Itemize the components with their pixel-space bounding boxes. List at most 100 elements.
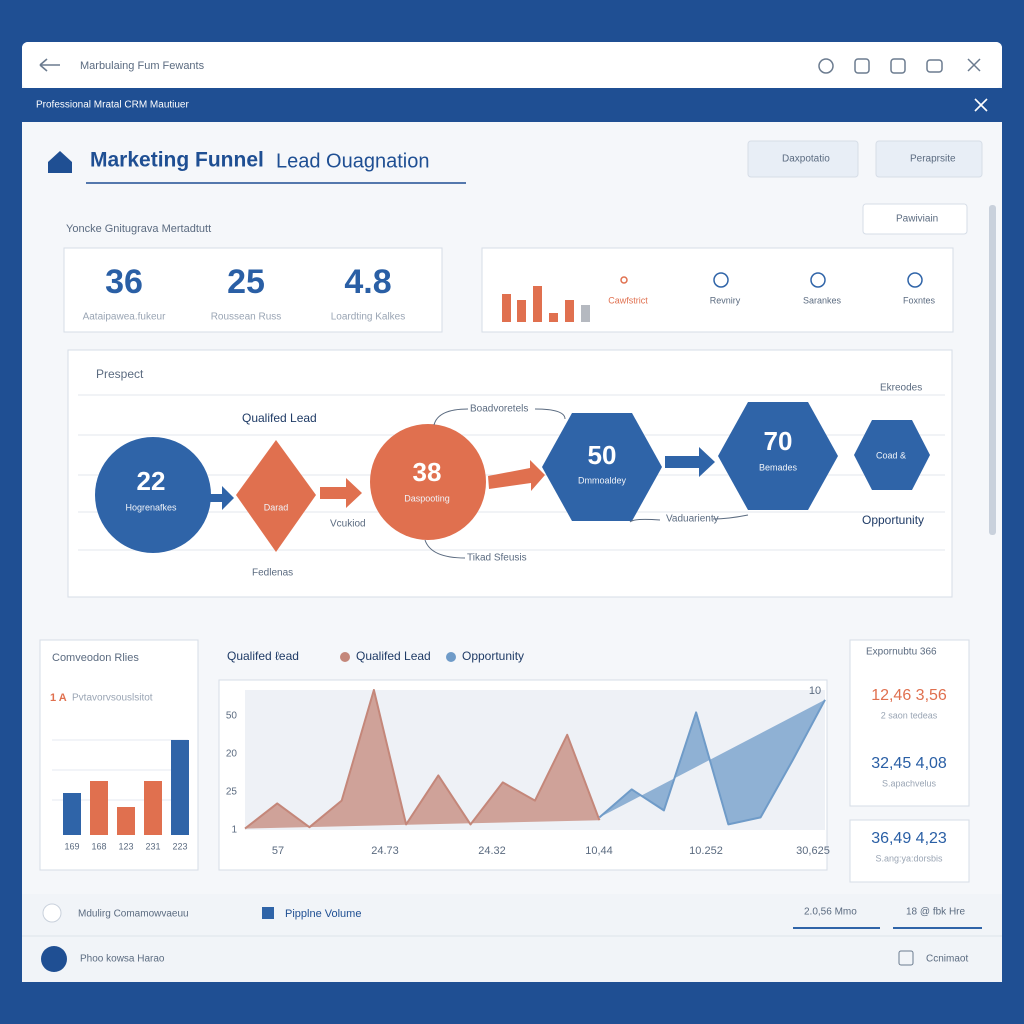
area (244, 689, 601, 830)
funnel-label: Qualifed Lead (242, 411, 317, 425)
window-controls (818, 58, 981, 74)
avatar[interactable] (41, 946, 67, 972)
dropdown-label[interactable]: Pawiviain (896, 214, 938, 225)
icon-strip (481, 247, 954, 333)
legend-label: Pipplne Volume (285, 908, 361, 920)
comment-icon[interactable] (898, 950, 914, 966)
connector (424, 408, 749, 559)
icon-labels: Cawfstrict Revniry Sarankes Foxntes (608, 272, 936, 305)
y-tick-label: 1 (231, 825, 237, 836)
kpi-card (63, 247, 443, 333)
node-label: Dmmoaldey (578, 475, 627, 485)
x-tick-label: 168 (91, 841, 106, 851)
funnel-node (542, 413, 662, 521)
funnel-label: Vcukiod (330, 519, 366, 530)
node-label: Darad (264, 502, 289, 512)
stat-label: S.ang:ya:dorsbis (875, 853, 943, 863)
icon-label: Foxntes (903, 295, 936, 305)
funnel-text: Prespect Qualifed Lead Boadvoretels Ekreode… (96, 367, 924, 578)
icon (620, 276, 628, 284)
node-label: Coad & (876, 450, 906, 460)
home-icon[interactable] (48, 151, 72, 173)
icon-bar (533, 286, 542, 322)
funnel-node (718, 402, 838, 510)
kpi-label: Loardting Kalkes (331, 312, 406, 323)
legend-label: Qualifed Lead (356, 649, 431, 663)
y-tick-label: 25 (226, 787, 238, 798)
node-label: Daspooting (404, 493, 450, 503)
arrow (210, 486, 234, 510)
pipeline-chart: 1 25 20 50 57 24.73 24.32 10,44 10.252 30,625 10 Qu… (226, 649, 830, 857)
dropdown[interactable] (862, 203, 968, 235)
funnel-node (854, 420, 930, 490)
icon-label: Cawfstrict (608, 295, 648, 305)
action-label[interactable]: Ccnimaot (926, 954, 968, 965)
legend-label: Opportunity (462, 649, 524, 663)
banner-close[interactable] (974, 98, 988, 112)
title-bar (22, 42, 1002, 88)
funnel-node (236, 440, 316, 552)
back-button[interactable] (39, 58, 60, 72)
node-value: 38 (413, 457, 442, 487)
footer-text: Mdulirg Comamowvaeuu (78, 909, 189, 920)
node-value: 50 (588, 440, 617, 470)
bar (90, 781, 108, 835)
icon-bar (502, 294, 511, 322)
scrollbar[interactable] (989, 205, 996, 535)
funnel-shapes (95, 402, 930, 559)
icon-bar (581, 305, 590, 322)
kpi-value: 36 (105, 263, 143, 301)
legend-swatch (446, 652, 456, 662)
funnel-label: Tikad Sfeusis (467, 553, 527, 564)
x-tick-label: 10.252 (689, 845, 723, 857)
control[interactable] (818, 58, 834, 74)
mini-bars (502, 286, 590, 322)
x-tick-label: 169 (64, 841, 79, 851)
banner (22, 88, 1002, 122)
chart-title: Comveodon Rlies (52, 652, 139, 664)
footer (22, 894, 1002, 982)
funnel-label: Ekreodes (880, 383, 922, 394)
y-tick-label: 50 (226, 711, 238, 722)
button-label[interactable]: Peraprsite (910, 154, 956, 165)
control[interactable] (890, 58, 906, 74)
button[interactable] (875, 140, 983, 178)
x-tick-label: 123 (118, 841, 133, 851)
stats-card (849, 639, 970, 807)
icon-bar (565, 300, 574, 322)
stats-card (849, 819, 970, 883)
bar (63, 793, 81, 835)
control[interactable] (854, 58, 870, 74)
funnel-node (370, 424, 486, 540)
node-value: 70 (764, 426, 793, 456)
close-button[interactable] (967, 58, 981, 72)
button[interactable] (747, 140, 859, 178)
icon (810, 272, 826, 288)
icon (907, 272, 923, 288)
icon (713, 272, 729, 288)
arrow (665, 447, 715, 477)
stat-label: 2 saon tedeas (881, 710, 938, 720)
area (598, 699, 826, 826)
page-title: Marketing Funnel (90, 149, 264, 172)
funnel-label: Prespect (96, 367, 144, 381)
funnel-label: Vaduarienty (666, 514, 719, 525)
x-tick-label: 30,625 (796, 845, 830, 857)
funnel-label: Opportunity (862, 513, 924, 527)
y-tick-label: 20 (226, 749, 238, 760)
kpi-value: 25 (227, 263, 265, 301)
stat-value: 32,45 4,08 (871, 755, 947, 772)
button-label[interactable]: Daxpotatio (782, 154, 830, 165)
stats: 12,46 3,56 2 saon tedeas 32,45 4,08 S.apach… (871, 687, 947, 863)
chart-title: Qualifed ℓead (227, 649, 299, 663)
control[interactable] (926, 59, 943, 73)
node-label: Bemades (759, 462, 798, 472)
stats-title: Expornubtu 366 (866, 647, 937, 658)
stat-value: 36,49 4,23 (871, 830, 947, 847)
footer-stat: 18 @ fbk Hre (906, 907, 966, 918)
note-number: 1 A (50, 692, 67, 704)
funnel-label: Fedlenas (252, 568, 293, 579)
funnel-label: Boadvoretels (470, 404, 528, 415)
